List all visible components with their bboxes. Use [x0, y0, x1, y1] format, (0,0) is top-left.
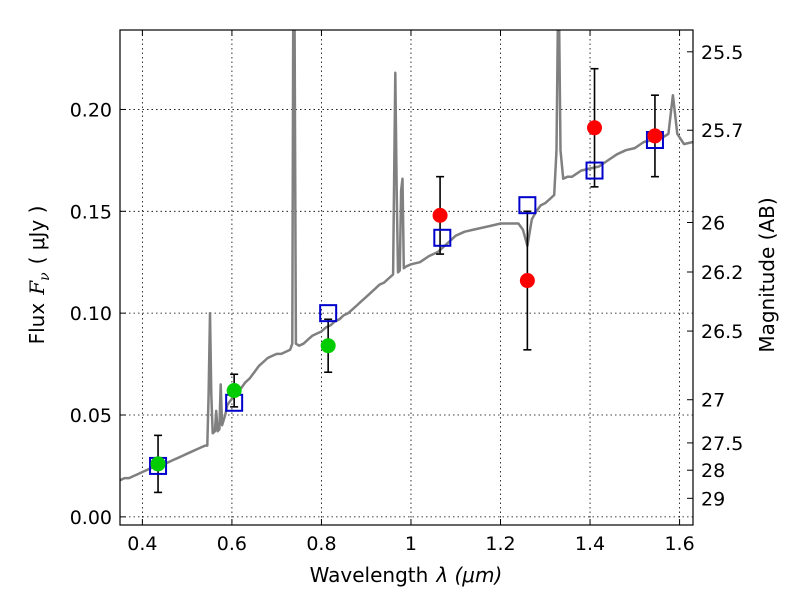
y-axis-label-unit: ( μJy ) — [25, 206, 49, 265]
y-tick-label: 0.15 — [70, 201, 112, 223]
observed-point — [587, 120, 603, 136]
y-tick-label: 0.00 — [70, 507, 112, 529]
y2-tick-label: 25.5 — [701, 42, 743, 64]
model-photometry-square — [433, 228, 452, 247]
x-tick-label: 1.2 — [485, 533, 515, 555]
y-tick-label: 0.20 — [70, 99, 112, 121]
x-tick-label: 1.4 — [575, 533, 605, 555]
y-axis-label-math: F — [25, 280, 49, 296]
y2-tick-label: 27.5 — [701, 433, 743, 455]
x-tick-label: 0.4 — [127, 533, 157, 555]
observed-point — [647, 128, 663, 144]
model-photometry-square — [518, 196, 537, 215]
model-photometry-square — [319, 304, 338, 323]
observed-point — [226, 383, 242, 399]
y2-tick-label: 26.5 — [701, 321, 743, 343]
x-tick-label: 1.6 — [664, 533, 694, 555]
model-photometry-square — [585, 161, 604, 180]
observed-point — [150, 456, 166, 472]
y-axis-label-text: Flux — [25, 303, 49, 345]
x-axis-label-math: λ (μm) — [435, 563, 502, 587]
y-tick-label: 0.10 — [70, 303, 112, 325]
observed-point — [519, 273, 535, 289]
sed-model-line — [120, 30, 693, 482]
tick-layer: 0.4 0.6 0.8 1 1.2 1.4 1.6 0.00 0.05 0.10 0.15 0.20 2… — [70, 30, 743, 555]
y-tick-label: 0.05 — [70, 405, 112, 427]
x-axis-label: Wavelength λ (μm) — [310, 563, 503, 587]
y2-tick-label: 28 — [701, 460, 725, 482]
y-axis-label-sub: ν — [37, 272, 53, 281]
y2-tick-label: 26 — [701, 213, 725, 235]
observed-point — [320, 338, 336, 354]
x-axis-label-text: Wavelength — [310, 563, 429, 587]
grid-layer — [120, 30, 693, 525]
svg-text:FluxFν( μJy ): Flux Fν ( μJy ) — [25, 206, 53, 345]
x-tick-label: 1 — [405, 533, 417, 555]
y2-tick-label: 26.2 — [701, 262, 743, 284]
y2-tick-label: 27 — [701, 390, 725, 412]
x-tick-label: 0.8 — [306, 533, 336, 555]
series-layer — [120, 30, 693, 494]
y-axis-label: Flux Fν ( μJy ) — [25, 206, 53, 345]
plot-frame — [119, 29, 694, 526]
observed-point — [432, 207, 448, 223]
y2-tick-label: 25.7 — [701, 120, 743, 142]
y2-tick-label: 29 — [701, 488, 725, 510]
y2-axis-label: Magnitude (AB) — [755, 197, 779, 352]
x-tick-label: 0.6 — [217, 533, 247, 555]
